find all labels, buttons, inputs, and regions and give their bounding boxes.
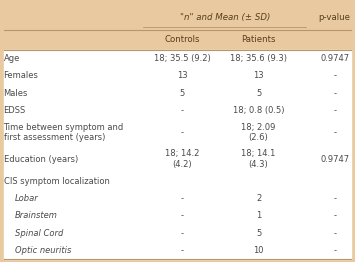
Text: -: - [333, 89, 336, 98]
Text: -: - [181, 229, 184, 238]
Text: -: - [333, 128, 336, 137]
Text: -: - [181, 128, 184, 137]
Text: 5: 5 [256, 229, 261, 238]
Text: -: - [181, 211, 184, 220]
Text: 18; 14.2
(4.2): 18; 14.2 (4.2) [165, 149, 200, 169]
Text: 18; 35.5 (9.2): 18; 35.5 (9.2) [154, 54, 211, 63]
Text: 5: 5 [256, 89, 261, 98]
Text: Patients: Patients [241, 35, 276, 45]
Text: Females: Females [4, 71, 38, 80]
Text: 0.9747: 0.9747 [320, 54, 349, 63]
Text: 2: 2 [256, 194, 261, 203]
Text: 13: 13 [253, 71, 264, 80]
Text: -: - [333, 71, 336, 80]
Text: Controls: Controls [165, 35, 200, 45]
Text: 0.9747: 0.9747 [320, 155, 349, 164]
Text: Lobar: Lobar [15, 194, 39, 203]
Text: -: - [333, 246, 336, 255]
Text: 1: 1 [256, 211, 261, 220]
Text: 5: 5 [180, 89, 185, 98]
Text: Spinal Cord: Spinal Cord [15, 229, 64, 238]
Text: CIS symptom localization: CIS symptom localization [4, 177, 109, 186]
Text: 18; 2.09
(2.6): 18; 2.09 (2.6) [241, 123, 276, 142]
Text: -: - [333, 229, 336, 238]
Text: Age: Age [4, 54, 20, 63]
Text: -: - [181, 246, 184, 255]
Text: -: - [181, 106, 184, 115]
Text: -: - [333, 194, 336, 203]
Text: Brainstem: Brainstem [15, 211, 58, 220]
Bar [4, 50, 351, 259]
Text: "n" and Mean (± SD): "n" and Mean (± SD) [180, 13, 270, 22]
Text: 13: 13 [177, 71, 188, 80]
Text: 18; 35.6 (9.3): 18; 35.6 (9.3) [230, 54, 287, 63]
Text: -: - [333, 211, 336, 220]
Text: EDSS: EDSS [4, 106, 26, 115]
Text: Time between symptom and
first assessment (years): Time between symptom and first assessmen… [4, 123, 124, 142]
Text: 18; 0.8 (0.5): 18; 0.8 (0.5) [233, 106, 284, 115]
Text: -: - [333, 106, 336, 115]
Text: Optic neuritis: Optic neuritis [15, 246, 72, 255]
Text: -: - [181, 194, 184, 203]
Text: Education (years): Education (years) [4, 155, 78, 164]
Text: 10: 10 [253, 246, 264, 255]
Text: p-value: p-value [319, 13, 351, 22]
Text: Males: Males [4, 89, 28, 98]
Text: 18; 14.1
(4.3): 18; 14.1 (4.3) [241, 149, 276, 169]
